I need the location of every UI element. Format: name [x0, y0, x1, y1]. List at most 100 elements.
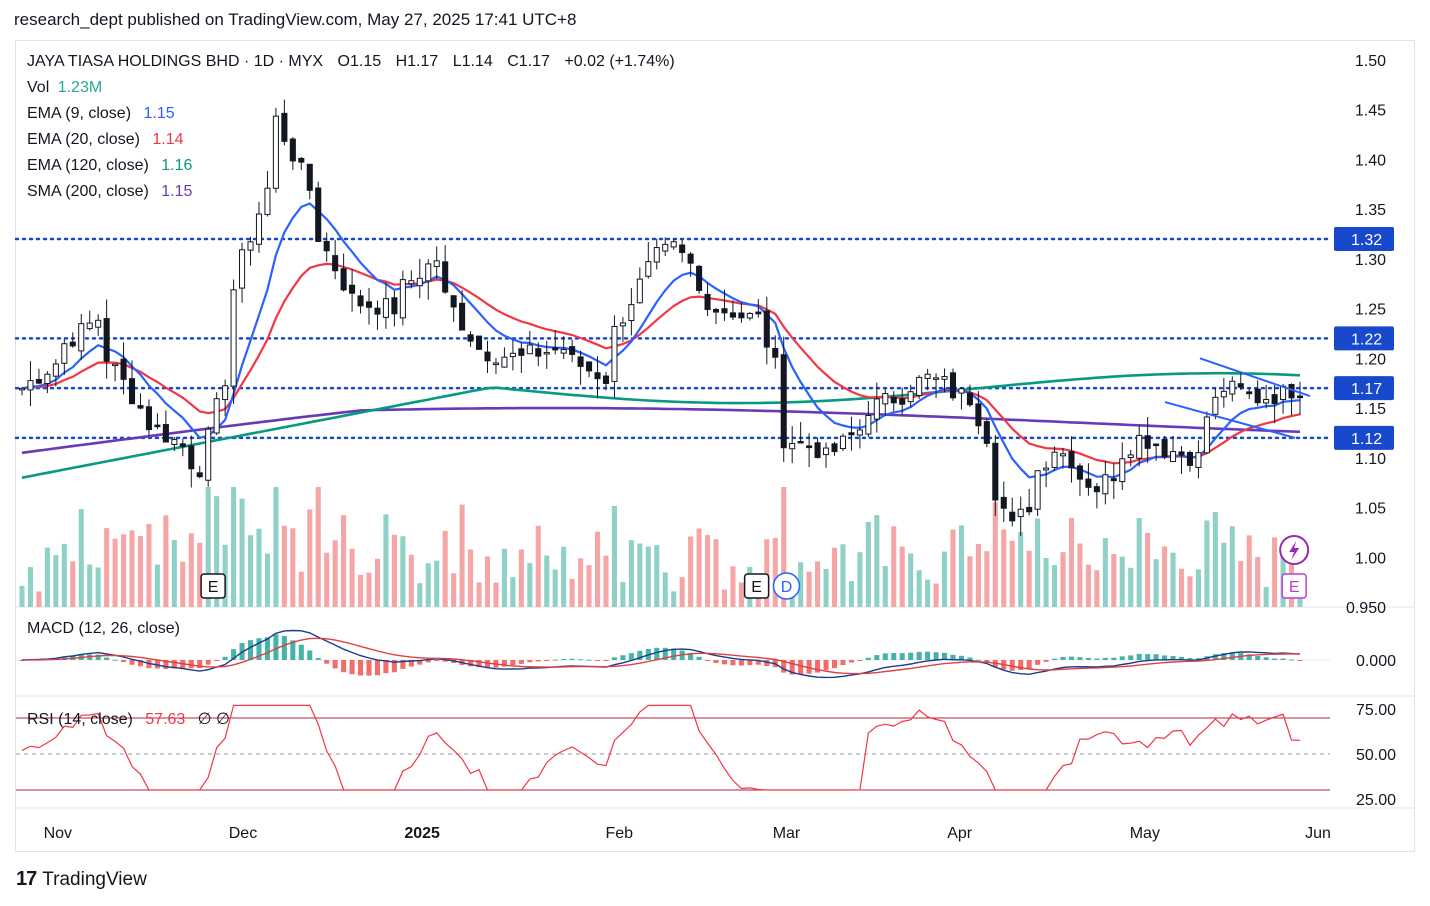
volume-bar: [654, 545, 660, 607]
candle-body: [873, 398, 880, 420]
macd-histogram-bar: [916, 651, 922, 660]
candle-body: [594, 372, 601, 380]
tradingview-footer[interactable]: 17 TradingView: [16, 868, 147, 891]
macd-histogram-bar: [1195, 658, 1201, 660]
candle-body: [696, 265, 703, 291]
volume-bar: [552, 569, 558, 607]
sma200-line: [21, 406, 1301, 455]
volume-bar: [798, 562, 804, 607]
volume-bar: [967, 556, 973, 607]
macd-histogram-bar: [764, 660, 770, 667]
macd-histogram-bar: [671, 648, 677, 660]
level-price-tag: [1334, 226, 1394, 251]
dividend-marker-icon: [772, 572, 801, 600]
volume-bar: [383, 514, 389, 607]
macd-histogram-bar: [468, 660, 474, 667]
volume-bar: [933, 583, 939, 607]
volume-bar: [434, 560, 440, 607]
macd-histogram-bar: [865, 657, 871, 660]
macd-histogram-bar: [315, 658, 321, 660]
volume-bar: [332, 540, 338, 607]
macd-histogram-bar: [374, 660, 381, 676]
volume-bar: [586, 565, 592, 607]
x-tick-label: Apr: [947, 825, 973, 842]
candle-body: [856, 429, 863, 436]
macd-histogram-bar: [544, 660, 550, 661]
ema9-legend[interactable]: EMA (9, close) 1.15: [27, 105, 179, 123]
rsi-legend[interactable]: RSI (14, close) 57.63 ∅ ∅: [27, 709, 234, 729]
candle-body: [1203, 416, 1210, 454]
macd-histogram-bar: [510, 660, 516, 666]
volume-bar: [925, 579, 931, 607]
volume-bar: [188, 533, 194, 607]
macd-histogram-bar: [831, 660, 838, 669]
macd-histogram-bar: [332, 660, 338, 669]
candle-body: [196, 472, 203, 478]
volume-bar: [205, 487, 211, 607]
candle-body: [399, 279, 406, 319]
macd-histogram-bar: [324, 660, 330, 664]
macd-histogram-bar: [273, 634, 279, 660]
volume-bar: [662, 572, 668, 607]
x-tick-label: Dec: [229, 825, 257, 842]
candle-body: [916, 376, 923, 396]
macd-histogram-bar: [899, 653, 905, 660]
ohlc-open-label: O: [337, 53, 350, 70]
macd-histogram-bar: [1162, 655, 1168, 660]
volume-bar: [468, 549, 474, 607]
vol-legend[interactable]: Vol 1.23M: [27, 79, 106, 97]
volume-bar: [950, 529, 956, 607]
publish-header: research_dept published on TradingView.c…: [14, 10, 577, 29]
macd-histogram-bar: [933, 652, 939, 660]
candle-body: [789, 443, 796, 450]
sma200-legend[interactable]: SMA (200, close) 1.15: [27, 183, 196, 201]
candle-body: [1237, 383, 1244, 388]
macd-histogram-bar: [705, 660, 711, 661]
candle-body: [1195, 452, 1202, 468]
candle-body: [18, 387, 26, 391]
candle-body: [1034, 470, 1041, 510]
volume-bar: [281, 525, 287, 607]
candle-body: [222, 385, 229, 401]
candle-body: [518, 348, 525, 356]
level-price-label: 1.17: [1351, 381, 1382, 398]
macd-histogram-bar: [1280, 658, 1286, 660]
candle-body: [340, 268, 347, 291]
candle-body: [1051, 451, 1058, 468]
volume-bar: [1052, 565, 1058, 607]
candle-body: [315, 187, 322, 242]
volume-bar: [840, 544, 846, 607]
ema9-label: EMA (9, close): [27, 105, 132, 122]
volume-bar: [256, 528, 262, 607]
volume-bar: [645, 546, 651, 607]
ohlc-change: +0.02 (+1.74%): [564, 53, 675, 70]
symbol-title[interactable]: JAYA TIASA HOLDINGS BHD · 1D · MYX: [27, 53, 324, 70]
ema120-legend[interactable]: EMA (120, close) 1.16: [27, 157, 196, 175]
volume-bar: [671, 591, 677, 607]
candle-body: [154, 424, 161, 428]
macd-histogram-bar: [1263, 657, 1269, 660]
volume-bar: [1153, 559, 1159, 607]
volume-bar: [781, 487, 787, 607]
symbol-legend: JAYA TIASA HOLDINGS BHD · 1D · MYX O1.15…: [27, 53, 679, 71]
macd-legend[interactable]: MACD (12, 26, close): [27, 620, 184, 638]
macd-histogram-bar: [747, 660, 753, 666]
candle-body: [349, 284, 356, 294]
sma200-value: 1.15: [161, 183, 193, 200]
candle-body: [729, 312, 736, 318]
volume-bar: [476, 582, 482, 607]
ema20-value: 1.14: [152, 131, 184, 148]
macd-histogram-bar: [112, 659, 118, 661]
volume-bar: [451, 573, 457, 607]
volume-bar: [1178, 568, 1185, 607]
candle-body: [145, 406, 152, 431]
macd-histogram-bar: [163, 660, 169, 669]
macd-tick-label: 0.000: [1356, 653, 1396, 670]
volume-bar: [738, 582, 744, 607]
candle-body: [459, 302, 466, 331]
macd-histogram-bar: [1272, 658, 1278, 660]
macd-histogram-bar: [578, 659, 584, 661]
ema20-legend[interactable]: EMA (20, close) 1.14: [27, 131, 188, 149]
macd-histogram-bar: [1229, 652, 1235, 660]
